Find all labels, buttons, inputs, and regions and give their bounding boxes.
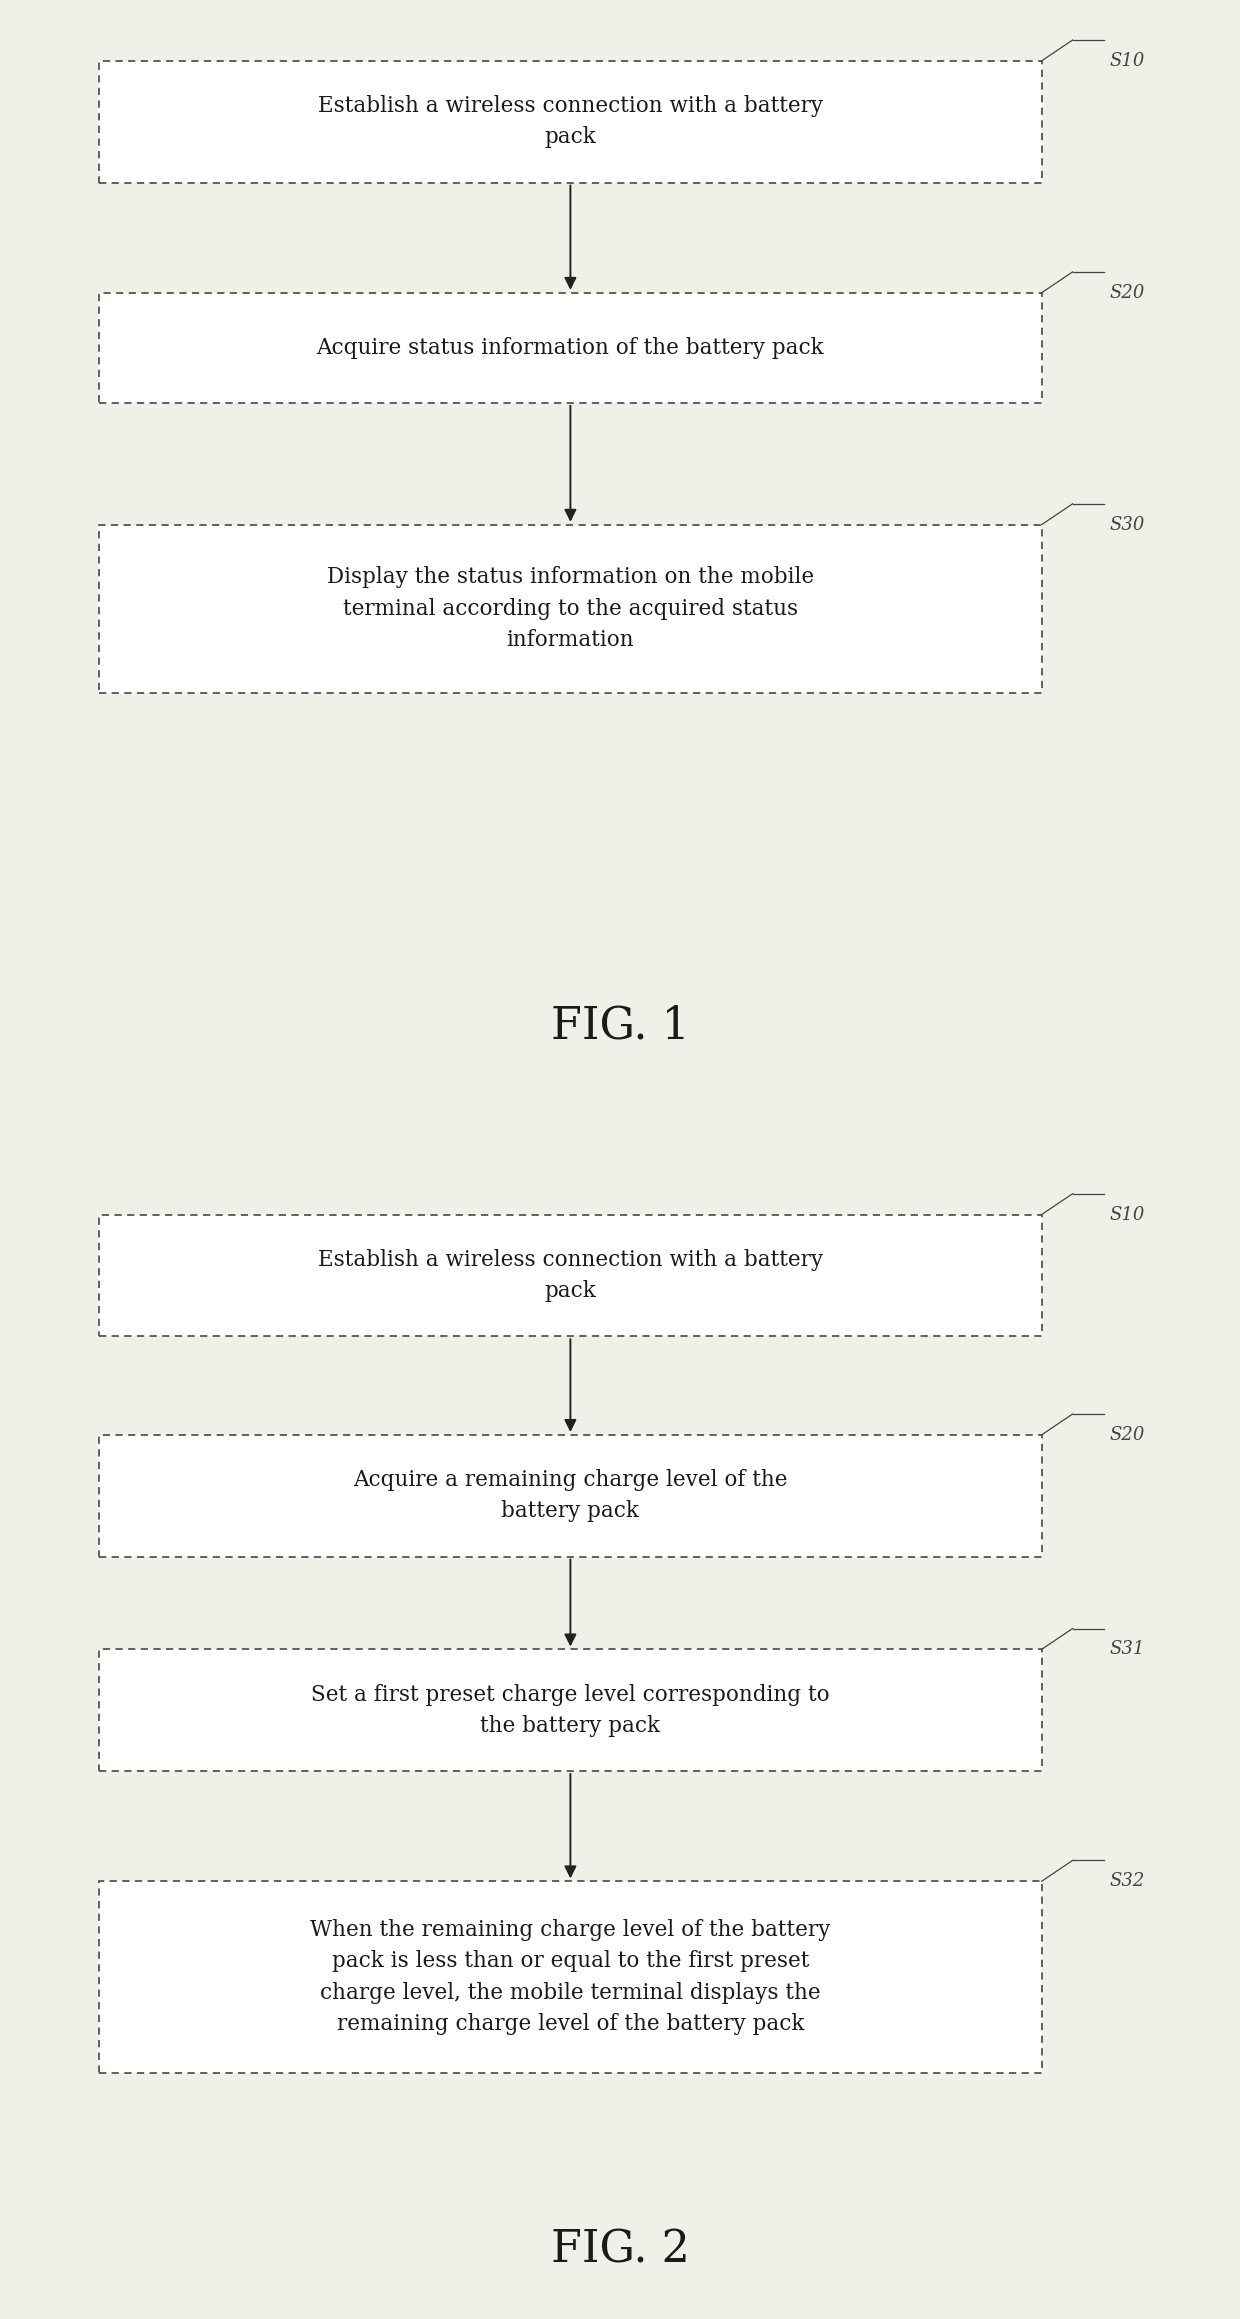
Text: S31: S31 bbox=[1110, 1640, 1146, 1658]
Text: S20: S20 bbox=[1110, 283, 1146, 301]
Text: FIG. 1: FIG. 1 bbox=[551, 1004, 689, 1048]
Bar bbox=[99, 292, 1042, 404]
Text: S10: S10 bbox=[1110, 1206, 1146, 1224]
Text: Acquire a remaining charge level of the
battery pack: Acquire a remaining charge level of the … bbox=[353, 1468, 787, 1524]
Text: S10: S10 bbox=[1110, 51, 1146, 70]
Text: Set a first preset charge level corresponding to
the battery pack: Set a first preset charge level correspo… bbox=[311, 1684, 830, 1737]
Text: When the remaining charge level of the battery
pack is less than or equal to the: When the remaining charge level of the b… bbox=[310, 1918, 831, 2036]
Text: Establish a wireless connection with a battery
pack: Establish a wireless connection with a b… bbox=[317, 1248, 823, 1303]
Text: Establish a wireless connection with a battery
pack: Establish a wireless connection with a b… bbox=[317, 95, 823, 148]
Bar bbox=[99, 1215, 1042, 1336]
Text: S20: S20 bbox=[1110, 1426, 1146, 1445]
Bar bbox=[99, 1649, 1042, 1772]
Text: Display the status information on the mobile
terminal according to the acquired : Display the status information on the mo… bbox=[327, 566, 813, 652]
Bar bbox=[99, 524, 1042, 693]
Bar bbox=[99, 1881, 1042, 2073]
Bar bbox=[99, 60, 1042, 183]
Text: FIG. 2: FIG. 2 bbox=[551, 2229, 689, 2270]
Text: Acquire status information of the battery pack: Acquire status information of the batter… bbox=[316, 336, 825, 359]
Text: S32: S32 bbox=[1110, 1871, 1146, 1890]
Bar bbox=[99, 1435, 1042, 1556]
Text: S30: S30 bbox=[1110, 515, 1146, 533]
